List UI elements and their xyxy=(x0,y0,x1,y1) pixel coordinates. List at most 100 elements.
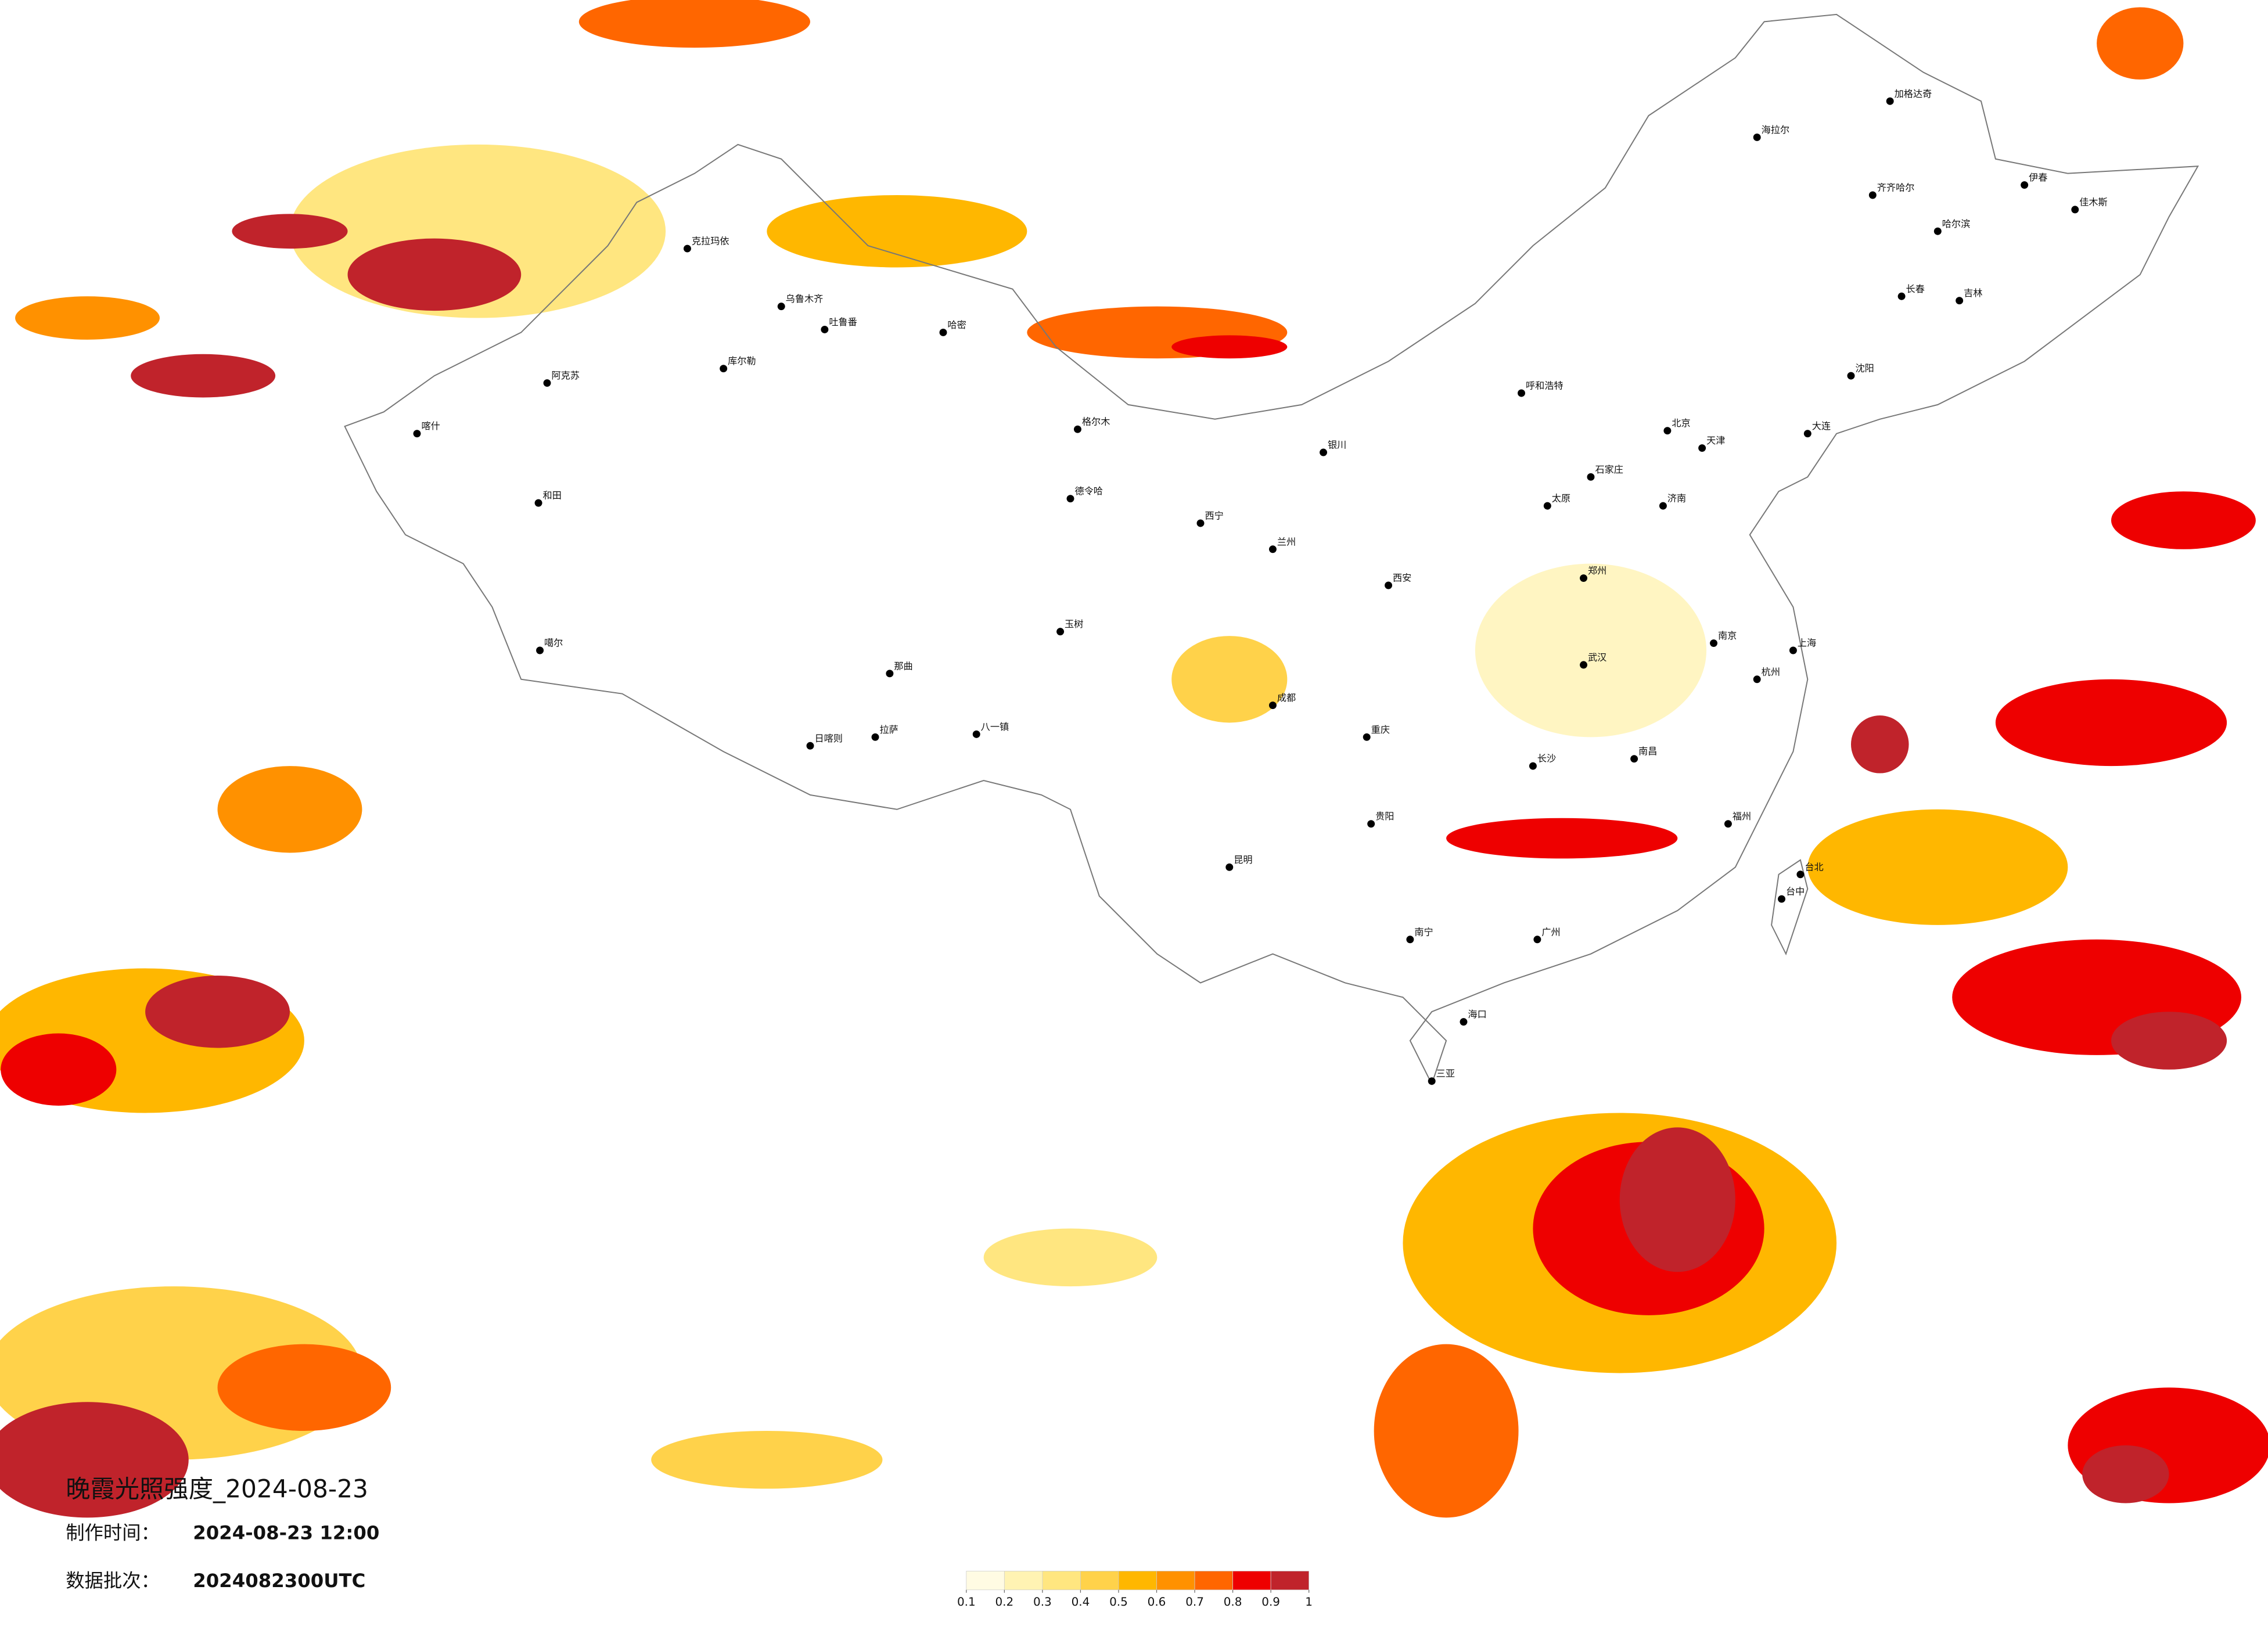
city-label: 沈阳 xyxy=(1855,363,1874,374)
city-label: 台中 xyxy=(1786,886,1805,897)
city-label: 天津 xyxy=(1706,435,1725,446)
city-dot xyxy=(1803,430,1811,438)
city-label: 长沙 xyxy=(1537,753,1556,764)
city-dot xyxy=(1847,372,1855,380)
city-label: 南昌 xyxy=(1638,746,1657,757)
city-label: 武汉 xyxy=(1588,652,1606,663)
city-label: 兰州 xyxy=(1277,536,1296,547)
city-label: 德令哈 xyxy=(1074,485,1102,497)
colorbar-tick-label: 1 xyxy=(1305,1595,1313,1609)
map-title: 晚霞光照强度_2024-08-23 xyxy=(66,1474,368,1503)
city-dot xyxy=(1789,646,1797,654)
city-label: 北京 xyxy=(1672,418,1690,429)
colorbar-bin xyxy=(1080,1571,1119,1591)
city-dot xyxy=(683,244,691,253)
city-dot xyxy=(939,328,947,336)
city-label: 三亚 xyxy=(1436,1068,1455,1079)
city-dot xyxy=(1868,191,1877,199)
city-label: 大连 xyxy=(1812,420,1831,431)
city-label: 库尔勒 xyxy=(728,355,756,366)
city-label: 喀什 xyxy=(421,420,440,431)
city-label: 石家庄 xyxy=(1595,464,1623,475)
info-label: 数据批次： xyxy=(66,1570,160,1592)
city-label: 呼和浩特 xyxy=(1526,380,1563,391)
colorbar-tick-label: 0.3 xyxy=(1033,1595,1052,1609)
city-label: 贵阳 xyxy=(1375,811,1394,822)
colorbar-bin xyxy=(1004,1571,1043,1591)
city-dot xyxy=(1897,292,1906,300)
city-dot xyxy=(1753,133,1761,141)
colorbar-bin xyxy=(1194,1571,1233,1591)
colorbar-tick-label: 0.8 xyxy=(1224,1595,1242,1609)
city-label: 长春 xyxy=(1906,283,1925,294)
city-dot xyxy=(1724,820,1732,828)
city-label: 海口 xyxy=(1468,1009,1486,1020)
city-label: 西宁 xyxy=(1205,510,1223,521)
city-label: 日喀则 xyxy=(814,733,842,744)
colorbar-bin xyxy=(1270,1571,1310,1591)
city-label: 吉林 xyxy=(1964,287,1982,298)
city-label: 阿克苏 xyxy=(551,370,579,381)
intensity-field xyxy=(0,0,2268,1518)
city-label: 太原 xyxy=(1552,493,1570,504)
colorbar-tick-label: 0.5 xyxy=(1109,1595,1128,1609)
colorbar-bin xyxy=(1118,1571,1157,1591)
city-label: 南京 xyxy=(1718,630,1737,641)
city-label: 银川 xyxy=(1328,440,1346,451)
colorbar-tick-label: 0.7 xyxy=(1185,1595,1204,1609)
city-dot xyxy=(1268,702,1277,710)
city-label: 佳木斯 xyxy=(2079,196,2107,207)
city-dot xyxy=(536,646,544,654)
city-label: 杭州 xyxy=(1762,666,1780,677)
city-dot xyxy=(1225,863,1234,871)
city-dot xyxy=(806,742,814,750)
city-dot xyxy=(1073,425,1081,433)
city-label: 八一镇 xyxy=(981,721,1009,732)
city-label: 南宁 xyxy=(1414,926,1433,937)
city-dot xyxy=(1533,936,1541,944)
city-dot xyxy=(1518,389,1525,397)
city-dot xyxy=(543,379,551,387)
city-label: 玉树 xyxy=(1065,618,1083,629)
colorbar: 0.1 0.2 0.3 0.4 0.5 0.6 0.7 0.8 0.9 1 xyxy=(957,1571,1313,1609)
city-dot xyxy=(1196,519,1205,527)
info-value: 2024-08-23 12:00 xyxy=(193,1522,379,1544)
colorbar-bin xyxy=(966,1571,1005,1591)
colorbar-tick-label: 0.6 xyxy=(1148,1595,1166,1609)
city-label: 广州 xyxy=(1541,926,1560,937)
city-dot xyxy=(2071,206,2079,214)
city-dot xyxy=(1428,1077,1436,1085)
city-label: 台北 xyxy=(1805,861,1823,872)
city-dot xyxy=(1543,502,1551,510)
city-dot xyxy=(2021,181,2029,189)
city-label: 西安 xyxy=(1393,573,1411,584)
city-label: 加格达奇 xyxy=(1895,88,1932,99)
city-dot xyxy=(1796,870,1805,879)
colorbar-tick-label: 0.9 xyxy=(1261,1595,1280,1609)
city-label: 海拉尔 xyxy=(1762,124,1789,135)
city-dot xyxy=(1698,444,1706,452)
city-dot xyxy=(1956,297,1964,305)
info-value: 2024082300UTC xyxy=(193,1570,365,1592)
city-dot xyxy=(871,733,879,741)
city-dot xyxy=(1363,733,1371,741)
city-label: 和田 xyxy=(543,490,562,501)
city-dot xyxy=(1778,895,1785,903)
city-label: 郑州 xyxy=(1588,565,1606,576)
city-label: 哈尔滨 xyxy=(1942,218,1970,229)
colorbar-tick-label: 0.2 xyxy=(995,1595,1013,1609)
colorbar-tick-label: 0.4 xyxy=(1072,1595,1090,1609)
city-label: 那曲 xyxy=(894,660,912,671)
city-dot xyxy=(1659,502,1667,510)
colorbar-bin xyxy=(1042,1571,1081,1591)
city-dot xyxy=(1056,628,1065,636)
city-dot xyxy=(534,499,542,507)
city-dot xyxy=(1580,574,1588,582)
city-dot xyxy=(1580,661,1588,669)
city-label: 齐齐哈尔 xyxy=(1877,182,1915,193)
city-label: 伊春 xyxy=(2029,172,2047,183)
city-dot xyxy=(1587,473,1595,481)
city-label: 成都 xyxy=(1277,692,1296,703)
